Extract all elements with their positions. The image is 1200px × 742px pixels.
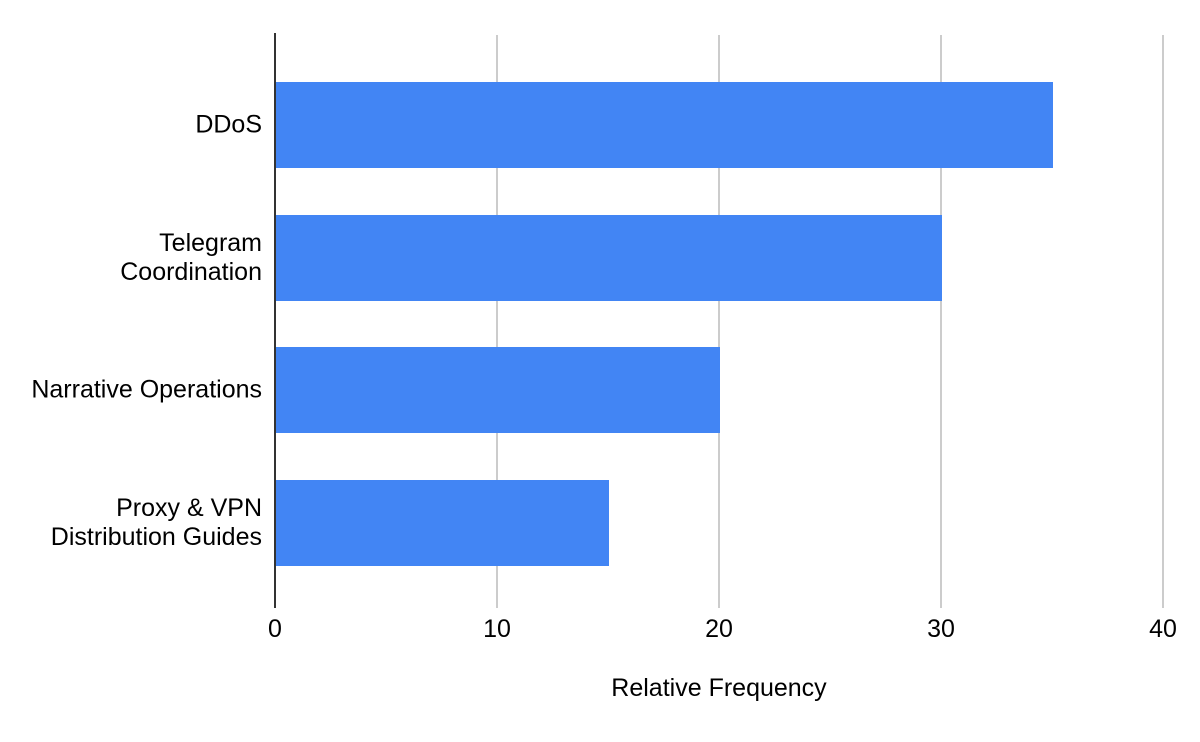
gridline (496, 35, 498, 608)
x-axis-title: Relative Frequency (611, 674, 827, 702)
bar (276, 480, 609, 566)
x-tick-label: 0 (268, 615, 282, 643)
x-tick-label: 30 (927, 615, 955, 643)
category-label: Proxy & VPN Distribution Guides (50, 494, 262, 551)
category-label: DDoS (195, 110, 262, 139)
x-tick-label: 40 (1149, 615, 1177, 643)
x-tick-label: 20 (705, 615, 733, 643)
gridline (940, 35, 942, 608)
x-tick-label: 10 (483, 615, 511, 643)
gridline (718, 35, 720, 608)
bar (276, 215, 942, 301)
category-label: Narrative Operations (31, 375, 262, 404)
category-label: Telegram Coordination (120, 229, 262, 286)
bar (276, 82, 1053, 168)
bar (276, 347, 720, 433)
gridline (1162, 35, 1164, 608)
axis-baseline (274, 33, 276, 608)
